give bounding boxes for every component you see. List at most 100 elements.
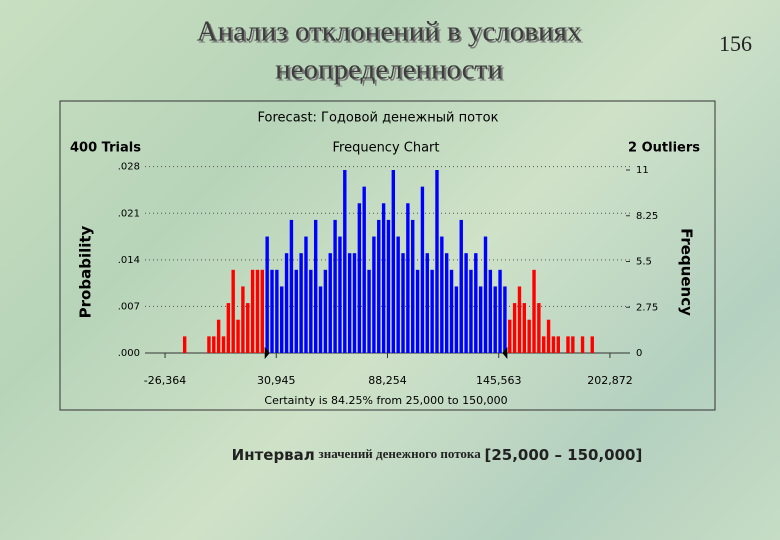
bar: [590, 336, 594, 353]
y-tick-label: .028: [118, 162, 140, 173]
bar: [294, 269, 298, 353]
bar: [488, 269, 493, 353]
bar: [478, 286, 483, 353]
bar: [182, 336, 187, 353]
bar: [580, 336, 585, 353]
bar: [435, 170, 439, 353]
bar: [517, 286, 522, 353]
bar: [411, 219, 415, 353]
title-shadow: Анализ отклонений в условиях: [199, 18, 584, 50]
bar: [420, 186, 425, 353]
bar: [304, 236, 308, 353]
bar: [372, 236, 376, 353]
certainty-marker: [264, 347, 270, 359]
bar: [551, 336, 556, 353]
bar: [498, 269, 502, 353]
x-tick-label: 145,563: [476, 374, 522, 387]
y-tick-label: .014: [118, 255, 140, 266]
bar: [265, 236, 269, 353]
chart-frame: [59, 100, 716, 411]
bar: [377, 219, 381, 353]
x-tick-label: 30,945: [257, 374, 296, 387]
bar: [236, 319, 240, 353]
bar: [318, 286, 323, 353]
bar: [270, 269, 274, 353]
y2-tick-label: 11: [636, 165, 649, 176]
bar: [328, 253, 332, 353]
bar: [284, 253, 289, 353]
y2-axis-label: Frequency: [678, 228, 696, 316]
bar: [493, 286, 497, 353]
caption-part: Интервал: [232, 446, 315, 464]
trials: 400 Trials: [70, 141, 141, 156]
bar: [362, 186, 366, 353]
bar: [571, 336, 575, 353]
bar: [512, 303, 517, 353]
bar: [401, 253, 405, 353]
bar: [313, 219, 318, 353]
caption: Интервал значений денежного потока [25,0…: [232, 446, 643, 464]
bar: [221, 336, 226, 353]
certainty: Certainty is 84.25% from 25,000 to 150,0…: [264, 394, 507, 407]
caption-part: [25,000 – 150,000]: [484, 446, 642, 464]
y2-tick-label: 2.75: [636, 302, 658, 313]
bar: [333, 219, 337, 353]
bar: [425, 253, 429, 353]
bar: [396, 236, 400, 353]
outliers: 2 Outliers: [628, 141, 700, 156]
bar: [537, 303, 541, 353]
y-tick-label: .000: [118, 348, 140, 359]
y-tick-label: .021: [118, 208, 140, 219]
bar: [542, 336, 546, 353]
bar: [280, 286, 284, 353]
bar: [216, 319, 221, 353]
bar: [406, 203, 410, 353]
bar: [522, 303, 527, 353]
bar: [241, 286, 245, 353]
y-tick-label: .007: [118, 301, 140, 312]
y2-tick-label: 0: [636, 348, 642, 359]
bar: [527, 319, 531, 353]
bar: [454, 286, 459, 353]
bar: [212, 336, 216, 353]
certainty-marker: [502, 347, 508, 359]
bar: [347, 253, 352, 353]
bar: [508, 319, 512, 353]
bar: [255, 269, 260, 353]
title: неопределенности: [275, 54, 503, 86]
title-shadow: неопределенности: [277, 56, 505, 88]
bar: [352, 253, 357, 353]
bar: [440, 236, 444, 353]
bar: [250, 269, 255, 353]
y2-tick-label: 5.5: [636, 257, 652, 268]
y2-tick-label: 8.25: [636, 211, 658, 222]
bar: [381, 203, 386, 353]
bar: [343, 170, 347, 353]
bar: [444, 253, 449, 353]
bar: [483, 236, 488, 353]
caption-part: значений денежного потока: [319, 446, 482, 461]
bar: [226, 303, 231, 353]
bar: [459, 219, 463, 353]
bar: [415, 269, 420, 353]
bar: [556, 336, 560, 353]
bar: [532, 269, 536, 353]
bar: [207, 336, 211, 353]
x-tick-label: 88,254: [368, 374, 407, 387]
bar: [546, 319, 551, 353]
x-tick-label: 202,872: [587, 374, 633, 387]
bar: [299, 253, 303, 353]
bar: [449, 269, 454, 353]
chart-title: Forecast: Годовой денежный поток: [258, 111, 499, 126]
page-number: 156: [719, 31, 752, 56]
bar: [260, 269, 265, 353]
bar: [503, 286, 507, 353]
title: Анализ отклонений в условиях: [197, 16, 582, 48]
bar: [323, 269, 328, 353]
bar: [309, 269, 313, 353]
bar: [386, 219, 391, 353]
x-tick-label: -26,364: [144, 374, 186, 387]
bar: [469, 269, 473, 353]
bar: [430, 269, 434, 353]
y-axis-label: Probability: [77, 225, 95, 318]
